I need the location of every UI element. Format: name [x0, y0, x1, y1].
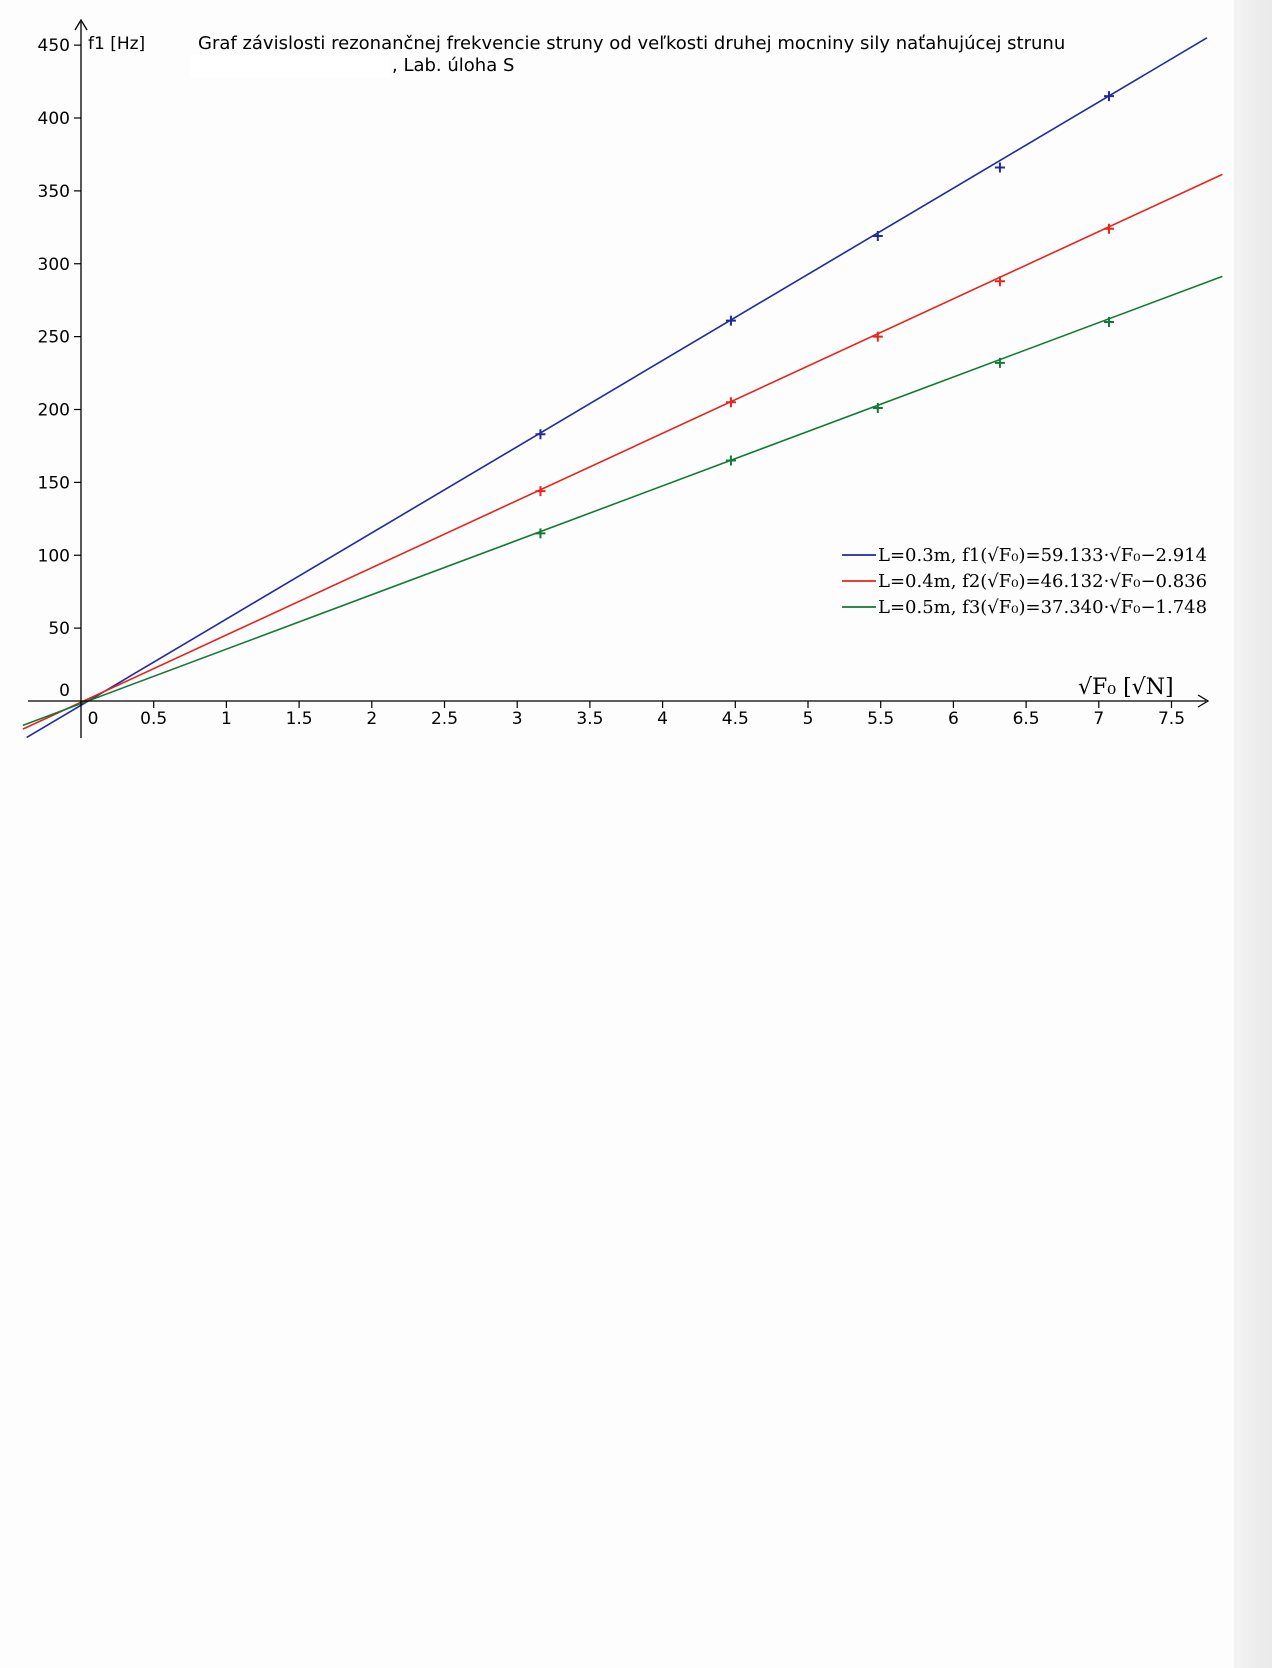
chart-title: Graf závislosti rezonančnej frekvencie s…	[198, 33, 1065, 54]
data-point-series-3	[535, 528, 546, 539]
y-axis-label: f1 [Hz]	[88, 34, 145, 54]
x-tick-label: 0.5	[140, 709, 167, 729]
y-tick-label: 150	[38, 473, 70, 493]
x-tick-label: 4	[657, 709, 668, 729]
x-tick-label: 7	[1093, 709, 1104, 729]
x-tick-label: 0	[88, 709, 99, 729]
x-axis-arrow	[1197, 694, 1210, 708]
chart-subtitle: , Lab. úloha S	[392, 55, 514, 76]
y-tick-label: 50	[48, 619, 70, 639]
x-tick-label: 5.5	[867, 709, 894, 729]
x-tick-label: 1.5	[286, 709, 313, 729]
data-point-series-1	[725, 315, 736, 326]
data-point-series-1	[994, 162, 1005, 173]
legend-label-1: L=0.3m, f1(√F₀)=59.133·√F₀−2.914	[878, 545, 1207, 566]
y-tick-label: 0	[59, 681, 70, 701]
y-tick-label: 350	[38, 182, 70, 202]
x-tick-label: 3	[512, 709, 523, 729]
data-point-series-1	[535, 429, 546, 440]
redacted-name	[190, 55, 390, 77]
x-tick-label: 7.5	[1158, 709, 1185, 729]
data-point-series-2	[872, 331, 883, 342]
axes	[28, 18, 1210, 738]
x-tick-label: 4.5	[722, 709, 749, 729]
y-tick-label: 450	[38, 36, 70, 56]
y-tick-label: 200	[38, 401, 70, 421]
fit-line-series-2	[22, 173, 1223, 730]
x-axis-label: √F₀ [√N]	[1078, 675, 1174, 700]
x-tick-label: 5	[803, 709, 814, 729]
data-points	[535, 91, 1114, 539]
fit-line-series-1	[26, 37, 1208, 739]
legend-label-3: L=0.5m, f3(√F₀)=37.340·√F₀−1.748	[878, 597, 1207, 618]
data-point-series-3	[1103, 317, 1114, 328]
x-tick-label: 6.5	[1013, 709, 1040, 729]
y-tick-label: 400	[38, 109, 70, 129]
x-tick-label: 2.5	[431, 709, 458, 729]
data-point-series-2	[994, 276, 1005, 287]
data-point-series-2	[725, 397, 736, 408]
tick-marks: 0 0.5 1 1.5 2 2.5 3 3.5 4 4.5 5 5.5 6 6.5 7 7.5 0 50 100 15…	[38, 36, 1185, 729]
data-point-series-3	[725, 455, 736, 466]
x-tick-label: 3.5	[576, 709, 603, 729]
data-point-series-3	[872, 403, 883, 414]
data-point-series-3	[994, 357, 1005, 368]
x-tick-label: 6	[948, 709, 959, 729]
scan-edge	[1234, 0, 1272, 1668]
y-axis-arrow	[74, 18, 88, 31]
fit-lines	[22, 37, 1223, 739]
fit-line-series-3	[22, 275, 1223, 727]
legend: L=0.3m, f1(√F₀)=59.133·√F₀−2.914 L=0.4m, …	[842, 545, 1207, 618]
y-tick-label: 250	[38, 328, 70, 348]
data-point-series-1	[1103, 91, 1114, 102]
data-point-series-2	[1103, 223, 1114, 234]
legend-label-2: L=0.4m, f2(√F₀)=46.132·√F₀−0.836	[878, 571, 1207, 592]
y-tick-label: 300	[38, 255, 70, 275]
y-tick-label: 100	[38, 546, 70, 566]
x-tick-label: 2	[366, 709, 377, 729]
data-point-series-1	[872, 231, 883, 242]
data-point-series-2	[535, 486, 546, 497]
x-tick-label: 1	[221, 709, 232, 729]
